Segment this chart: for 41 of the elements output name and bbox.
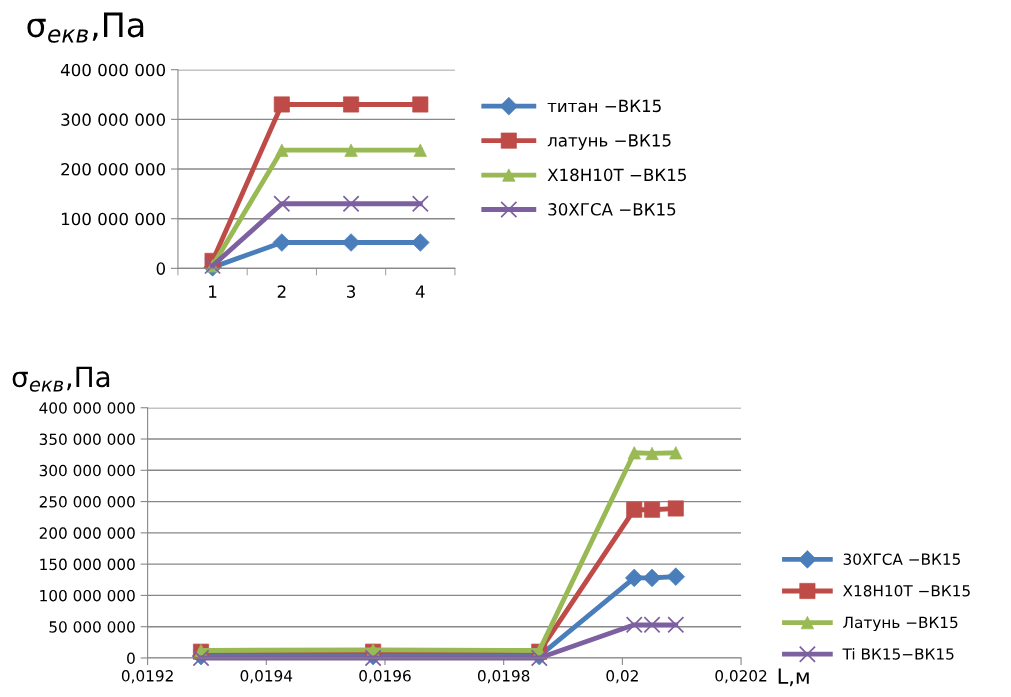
y-tick-label: 250 000 000 bbox=[39, 496, 135, 508]
y-tick-label: 100 000 000 bbox=[61, 212, 166, 226]
y-tick-label: 100 000 000 bbox=[40, 589, 135, 602]
point bbox=[273, 195, 291, 213]
y-axis-title: σ$_{екв}$,Па bbox=[27, 12, 144, 43]
legend-label: латунь −ВК15 bbox=[547, 134, 671, 150]
y-tick-label: 200 000 000 bbox=[39, 527, 135, 539]
point bbox=[342, 195, 360, 213]
legend-label: 30ХГСА −ВК15 bbox=[548, 203, 676, 216]
y-tick-label: 300 000 000 bbox=[61, 113, 166, 126]
x-tick-label: 0,0202 bbox=[715, 670, 767, 684]
y-tick-label: 200 000 000 bbox=[61, 162, 166, 176]
legend-label: Х18Н10Т −ВК15 bbox=[547, 168, 686, 182]
x-tick-label: 3 bbox=[347, 285, 356, 298]
y-tick-label: 50 000 000 bbox=[49, 621, 135, 633]
legend-label: Х18Н10Т −ВК15 bbox=[843, 585, 970, 597]
y-tick-label: 0 bbox=[127, 652, 135, 664]
legend-label: титан −ВК15 bbox=[547, 99, 661, 113]
x-tick-label: 0,02 bbox=[606, 670, 638, 684]
x-tick-label: 4 bbox=[415, 285, 425, 298]
point bbox=[411, 195, 429, 213]
x-tick-label: 0,0198 bbox=[477, 670, 530, 684]
legend-label: 30ХГСА −ВК15 bbox=[843, 553, 960, 565]
y-tick-label: 300 000 000 bbox=[39, 464, 135, 477]
point bbox=[272, 233, 292, 252]
x-tick-label: 0,0192 bbox=[121, 670, 173, 684]
legend-label: Ti ВК15−ВК15 bbox=[842, 647, 954, 660]
y-tick-label: 350 000 000 bbox=[39, 433, 135, 446]
y-tick-label: 400 000 000 bbox=[39, 402, 135, 414]
point bbox=[645, 446, 659, 461]
x-axis-title: L,м bbox=[778, 668, 809, 687]
x-tick-label: 1 bbox=[209, 285, 217, 298]
x-tick-label: 0,0194 bbox=[240, 670, 293, 684]
x-tick-label: 2 bbox=[277, 285, 286, 298]
y-tick-label: 0 bbox=[156, 262, 166, 275]
point bbox=[667, 616, 685, 634]
x-tick-label: 0,0196 bbox=[359, 670, 411, 684]
y-axis-title: σ$_{екв}$,Па bbox=[12, 366, 110, 392]
y-tick-label: 150 000 000 bbox=[40, 558, 135, 571]
legend-label: Латунь −ВК15 bbox=[843, 616, 958, 632]
y-tick-label: 400 000 000 bbox=[60, 63, 166, 77]
